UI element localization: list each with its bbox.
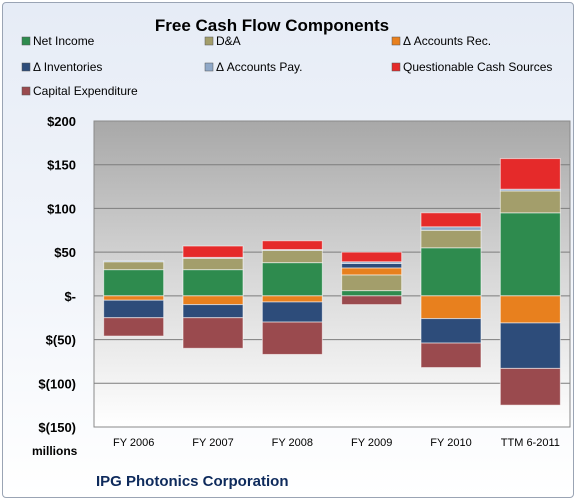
bar-segment — [341, 251, 403, 263]
bar-segment — [103, 260, 165, 263]
bar-segment — [341, 263, 403, 269]
bar-segment — [499, 212, 561, 297]
x-tick-label: FY 2010 — [430, 437, 471, 449]
bar-segment — [103, 269, 165, 297]
chart-title: Free Cash Flow Components — [155, 16, 389, 35]
bar-segment — [499, 158, 561, 190]
legend-label: Δ Accounts Rec. — [403, 34, 491, 48]
bar-segment — [420, 247, 482, 297]
units-label: millions — [32, 444, 78, 458]
legend-swatch — [391, 62, 401, 72]
bar-segment — [182, 295, 244, 306]
y-tick-label: $150 — [47, 158, 76, 173]
y-tick-label: $(150) — [38, 420, 76, 435]
legend-label: D&A — [216, 34, 241, 48]
bar-segment — [103, 261, 165, 271]
bar-segment — [261, 262, 323, 297]
bar-segment — [420, 212, 482, 228]
x-tick-label: FY 2008 — [272, 437, 313, 449]
bar-segment — [341, 274, 403, 292]
bar-segment — [341, 295, 403, 306]
plot-area — [93, 120, 571, 428]
bar-segment — [499, 190, 561, 214]
bar-segment — [499, 367, 561, 406]
bar-segment — [420, 318, 482, 344]
y-tick-label: $- — [64, 289, 76, 304]
y-axis-ticks: $200 $150 $100 $50 $- $(50) $(100) $(150) — [38, 114, 76, 435]
bar-segment — [261, 295, 323, 303]
legend-label: Δ Accounts Pay. — [216, 60, 303, 74]
x-tick-label: FY 2007 — [192, 437, 233, 449]
bar-segment — [182, 269, 244, 297]
bar-segment — [341, 267, 403, 276]
bar-segment — [103, 299, 165, 319]
x-tick-label: FY 2006 — [113, 437, 154, 449]
x-axis-ticks: FY 2006 FY 2007 FY 2008 FY 2009 FY 2010 TTM 6… — [113, 437, 560, 449]
bar-segment — [341, 290, 403, 297]
legend-swatch — [204, 62, 214, 72]
legend-label: Net Income — [33, 34, 95, 48]
bar-segment — [103, 317, 165, 337]
bar-segment — [182, 245, 244, 258]
legend-label: Questionable Cash Sources — [403, 60, 552, 74]
bar-segment — [420, 226, 482, 231]
bar-segment — [420, 295, 482, 320]
bar-segment — [261, 240, 323, 251]
company-name: IPG Photonics Corporation — [96, 473, 289, 490]
bar-segment — [182, 304, 244, 319]
y-tick-label: $200 — [47, 114, 76, 129]
gridlines — [94, 164, 570, 384]
bar-segment — [261, 321, 323, 355]
bar-segment — [499, 322, 561, 369]
legend-swatch — [21, 36, 31, 46]
bar-segment — [261, 249, 323, 264]
x-tick-label: TTM 6-2011 — [501, 437, 560, 449]
bars — [103, 158, 561, 406]
bar-segment — [420, 229, 482, 249]
y-tick-label: $100 — [47, 201, 76, 216]
y-tick-label: $(50) — [46, 333, 76, 348]
bar-segment — [182, 317, 244, 349]
legend-swatch — [204, 36, 214, 46]
legend-label: Δ Inventories — [33, 60, 102, 74]
legend-swatch — [21, 86, 31, 96]
bar-segment — [182, 257, 244, 271]
legend-swatch — [21, 62, 31, 72]
x-tick-label: FY 2009 — [351, 437, 392, 449]
y-tick-label: $50 — [54, 245, 76, 260]
bar-segment — [420, 342, 482, 369]
legend-label: Capital Expenditure — [33, 84, 138, 98]
y-tick-label: $(100) — [38, 376, 76, 391]
bar-segment — [261, 301, 323, 323]
bar-segment — [103, 295, 165, 301]
legend: Net Income D&A Δ Accounts Rec. Δ Inventorie… — [21, 34, 552, 98]
legend-swatch — [391, 36, 401, 46]
bar-segment — [499, 295, 561, 324]
